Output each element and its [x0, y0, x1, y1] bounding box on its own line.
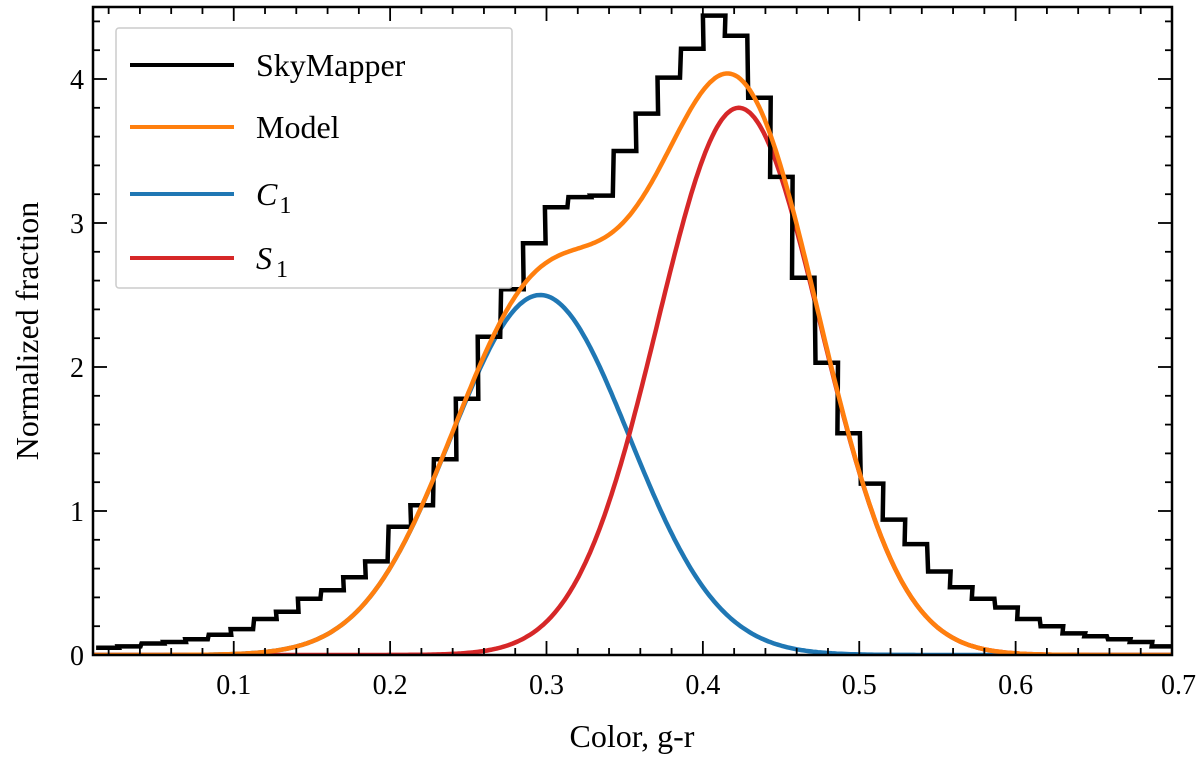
y-tick-label: 1 [70, 497, 84, 528]
legend-label-c1-sub: 1 [279, 193, 291, 219]
legend-box [115, 27, 513, 289]
x-axis-title: Color, g-r [570, 718, 695, 754]
x-tick-label: 0.6 [998, 670, 1033, 701]
x-tick-label: 0.5 [842, 670, 877, 701]
legend-label-c1: C1 [256, 176, 291, 219]
x-tick-label: 0.1 [216, 670, 251, 701]
y-tick-label: 0 [70, 641, 84, 672]
legend-label-skymapper: SkyMapper [256, 47, 406, 83]
x-tick-label: 0.7 [1161, 670, 1196, 701]
x-axis-tick-labels: 0.1 0.2 0.3 0.4 0.5 0.6 0.7 [216, 670, 1196, 701]
plot-frame [91, 5, 1174, 657]
x-tick-label: 0.2 [373, 670, 408, 701]
y-tick-label: 3 [70, 209, 84, 240]
series-model-curve [93, 71, 1172, 655]
x-tick-label: 0.4 [685, 670, 720, 701]
legend-label-c1-base: C [256, 176, 278, 212]
x-tick-label: 0.3 [529, 670, 564, 701]
y-axis-title: Normalized fraction [9, 202, 45, 461]
series-skymapper-histogram [96, 13, 1172, 651]
plot-area [93, 13, 1172, 655]
legend-label-model: Model [256, 109, 340, 145]
legend-label-s1-sub: 1 [276, 257, 288, 283]
legend-label-s1-base: S [256, 240, 272, 276]
y-axis-tick-labels: 0 1 2 3 4 [70, 65, 84, 672]
y-tick-label: 2 [70, 353, 84, 384]
y-tick-label: 4 [70, 65, 84, 96]
